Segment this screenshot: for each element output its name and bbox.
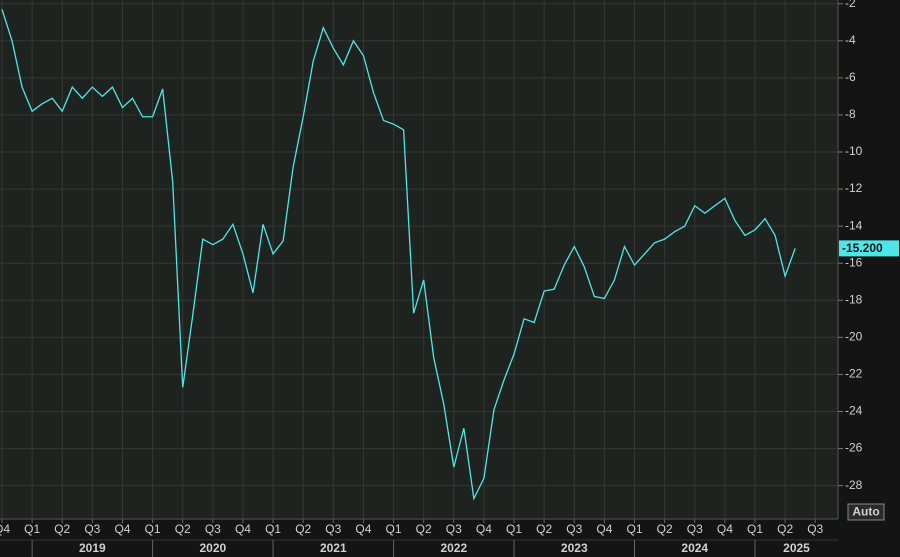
x-tick-label: Q1 xyxy=(506,522,522,536)
x-tick-label: Q3 xyxy=(325,522,341,536)
auto-button[interactable] xyxy=(847,503,885,521)
x-tick-label: Q4 xyxy=(0,522,10,536)
y-tick-label: -22 xyxy=(845,367,863,381)
year-label: 2024 xyxy=(681,541,708,555)
x-tick-label: Q4 xyxy=(114,522,130,536)
x-tick-label: Q2 xyxy=(657,522,673,536)
plot-area xyxy=(0,0,838,519)
y-tick-label: -14 xyxy=(845,218,863,232)
y-tick-label: -16 xyxy=(845,255,863,269)
x-tick-label: Q1 xyxy=(386,522,402,536)
auto-button-label[interactable]: Auto xyxy=(852,505,879,519)
year-label: 2023 xyxy=(561,541,588,555)
y-tick-label: -20 xyxy=(845,330,863,344)
x-tick-label: Q4 xyxy=(355,522,371,536)
y-tick-label: -4 xyxy=(845,33,856,47)
x-tick-label: Q3 xyxy=(807,522,823,536)
data-line xyxy=(1,9,796,501)
x-tick-label: Q1 xyxy=(627,522,643,536)
x-tick-label: Q3 xyxy=(566,522,582,536)
x-tick-label: Q2 xyxy=(54,522,70,536)
x-tick-label: Q2 xyxy=(416,522,432,536)
year-label: 2020 xyxy=(199,541,226,555)
x-tick-label: Q3 xyxy=(84,522,100,536)
x-tick-label: Q3 xyxy=(446,522,462,536)
x-tick-label: Q4 xyxy=(717,522,733,536)
y-tick-label: -24 xyxy=(845,404,863,418)
x-tick-label: Q2 xyxy=(777,522,793,536)
x-tick-label: Q1 xyxy=(265,522,281,536)
y-tick-label: -8 xyxy=(845,107,856,121)
y-tick-label: -6 xyxy=(845,70,856,84)
x-tick-label: Q1 xyxy=(747,522,763,536)
y-tick-label: -2 xyxy=(845,0,856,10)
x-tick-label: Q3 xyxy=(687,522,703,536)
year-label: 2025 xyxy=(783,541,810,555)
x-tick-label: Q4 xyxy=(596,522,612,536)
last-value-box xyxy=(839,240,899,257)
x-tick-label: Q2 xyxy=(536,522,552,536)
year-label: 2022 xyxy=(440,541,467,555)
x-tick-label: Q3 xyxy=(205,522,221,536)
y-tick-label: -28 xyxy=(845,478,863,492)
x-tick-label: Q2 xyxy=(175,522,191,536)
last-value-label: -15.200 xyxy=(842,241,883,255)
y-tick-label: -12 xyxy=(845,181,863,195)
y-tick-label: -18 xyxy=(845,292,863,306)
x-tick-label: Q1 xyxy=(145,522,161,536)
x-tick-label: Q2 xyxy=(295,522,311,536)
x-tick-label: Q1 xyxy=(24,522,40,536)
y-tick-label: -10 xyxy=(845,144,863,158)
x-tick-label: Q4 xyxy=(235,522,251,536)
x-tick-label: Q4 xyxy=(476,522,492,536)
year-label: 2021 xyxy=(320,541,347,555)
y-tick-label: -26 xyxy=(845,441,863,455)
year-label: 2019 xyxy=(79,541,106,555)
